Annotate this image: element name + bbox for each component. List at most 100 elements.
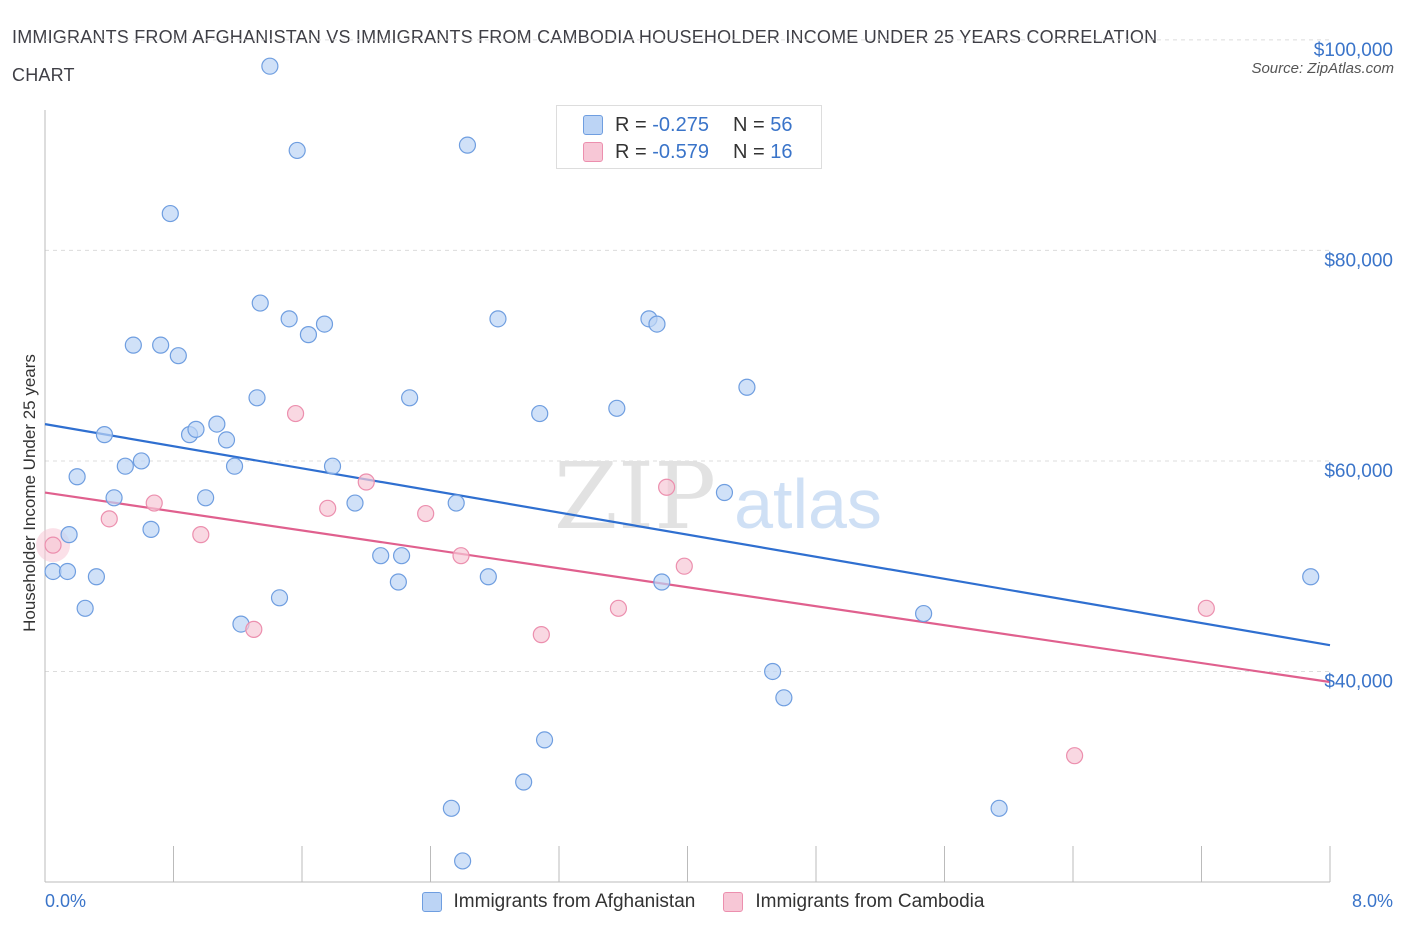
afghanistan-point — [447, 494, 465, 512]
afghanistan-trend-line — [44, 423, 1331, 647]
cambodia-point — [44, 536, 62, 554]
legend-item-afghanistan: Immigrants from Afghanistan — [421, 891, 696, 913]
cambodia-legend-swatch — [723, 892, 744, 912]
cambodia-point — [1066, 747, 1084, 765]
afghanistan-point — [270, 589, 289, 607]
afghanistan-point — [715, 483, 734, 502]
afghanistan-point — [515, 773, 533, 791]
afghanistan-point — [990, 799, 1008, 817]
cambodia-point — [417, 504, 435, 523]
afghanistan-point — [323, 457, 342, 475]
afghanistan-point — [187, 420, 205, 438]
afghanistan-point — [58, 562, 77, 581]
afghanistan-point — [105, 489, 123, 507]
afghanistan-point — [124, 336, 142, 354]
afghanistan-point — [251, 294, 269, 312]
afghanistan-point — [261, 57, 279, 75]
chart-title: IMMIGRANTS FROM AFGHANISTAN VS IMMIGRANT… — [12, 27, 1158, 85]
legend-item-cambodia: Immigrants from Cambodia — [723, 891, 984, 913]
trend-lines — [44, 423, 1331, 684]
afghanistan-point — [280, 310, 298, 328]
afghanistan-point — [764, 662, 782, 681]
cambodia-r-value: -0.579 — [652, 140, 709, 163]
afghanistan-legend-label: Immigrants from Afghanistan — [453, 891, 696, 912]
afghanistan-point — [775, 689, 793, 707]
afghanistan-point — [288, 141, 306, 160]
afghanistan-point — [116, 457, 134, 475]
cambodia-point — [532, 626, 550, 644]
afghanistan-point — [132, 452, 150, 470]
cambodia-trend-line — [44, 491, 1331, 684]
afghanistan-point — [95, 426, 114, 444]
series-legend: Immigrants from Afghanistan Immigrants f… — [0, 888, 1406, 916]
y-tick-label: $100,000 — [1314, 40, 1393, 61]
afghanistan-point — [648, 315, 666, 333]
afghanistan-point — [392, 547, 411, 565]
cambodia-point — [675, 557, 693, 575]
cambodia-point — [145, 494, 163, 512]
afghanistan-point — [458, 136, 477, 154]
afghanistan-point — [738, 378, 756, 396]
afghanistan-point — [389, 573, 407, 591]
zipatlas-watermark: ZIP atlas — [554, 443, 882, 550]
afghanistan-point — [197, 489, 215, 507]
afghanistan-point — [161, 204, 179, 223]
y-tick-label: $40,000 — [1324, 671, 1393, 692]
cambodia-n-value: 16 — [770, 140, 793, 163]
afghanistan-point — [248, 389, 266, 407]
correlation-legend: R = -0.275 N = 56 R = -0.579 N = 16 — [556, 105, 822, 169]
afghanistan-point — [208, 415, 226, 433]
afghanistan-point — [217, 431, 236, 449]
afghanistan-point — [60, 526, 78, 544]
x-tick-label-max: 8.0% — [1351, 891, 1393, 911]
afghanistan-point — [489, 310, 507, 328]
y-tick-label: $80,000 — [1324, 250, 1393, 271]
n-label: N = — [733, 140, 765, 163]
afghanistan-point — [68, 468, 86, 486]
axes — [44, 110, 1331, 883]
afghanistan-point — [299, 326, 318, 344]
cambodia-point — [452, 547, 470, 565]
r-label: R = — [615, 140, 647, 163]
chart-source: Source: ZipAtlas.com — [1251, 60, 1394, 77]
afghanistan-point — [87, 568, 106, 586]
cambodia-point — [245, 620, 263, 638]
afghanistan-point — [315, 315, 334, 333]
afghanistan-legend-swatch — [421, 892, 442, 912]
afghanistan-point — [479, 568, 497, 586]
cambodia-point — [100, 510, 118, 528]
cambodia-point — [357, 473, 375, 491]
afghanistan-swatch — [583, 115, 603, 135]
afghanistan-point — [142, 520, 160, 538]
cambodia-swatch — [583, 142, 603, 162]
afghanistan-point — [442, 799, 460, 817]
cambodia-point — [1197, 599, 1215, 617]
y-tick-label: $60,000 — [1324, 461, 1393, 482]
afghanistan-point — [915, 604, 933, 623]
afghanistan-point — [401, 389, 419, 407]
cambodia-point — [192, 526, 210, 544]
afghanistan-point — [346, 494, 364, 512]
cambodia-point — [319, 499, 337, 517]
r-label: R = — [615, 113, 647, 136]
cambodia-point — [286, 404, 305, 423]
afghanistan-point — [608, 399, 626, 417]
y-tick-labels: $40,000 $60,000 $80,000 $100,000 — [1314, 40, 1393, 693]
cambodia-legend-label: Immigrants from Cambodia — [755, 891, 985, 912]
afghanistan-point — [225, 457, 244, 475]
cambodia-point — [609, 599, 628, 617]
afghanistan-point — [152, 336, 170, 354]
afghanistan-point — [531, 404, 549, 423]
data-points — [36, 57, 1320, 870]
cambodia-point — [658, 478, 676, 496]
legend-row-cambodia: R = -0.579 N = 16 — [583, 140, 793, 164]
afghanistan-point — [1302, 568, 1320, 586]
gridlines — [45, 39, 1330, 672]
afghanistan-point — [535, 731, 554, 749]
legend-row-afghanistan: R = -0.275 N = 56 — [583, 113, 793, 137]
afghanistan-point — [76, 599, 94, 617]
afghanistan-point — [169, 347, 187, 365]
afghanistan-point — [653, 573, 671, 591]
afghanistan-point — [44, 562, 62, 581]
